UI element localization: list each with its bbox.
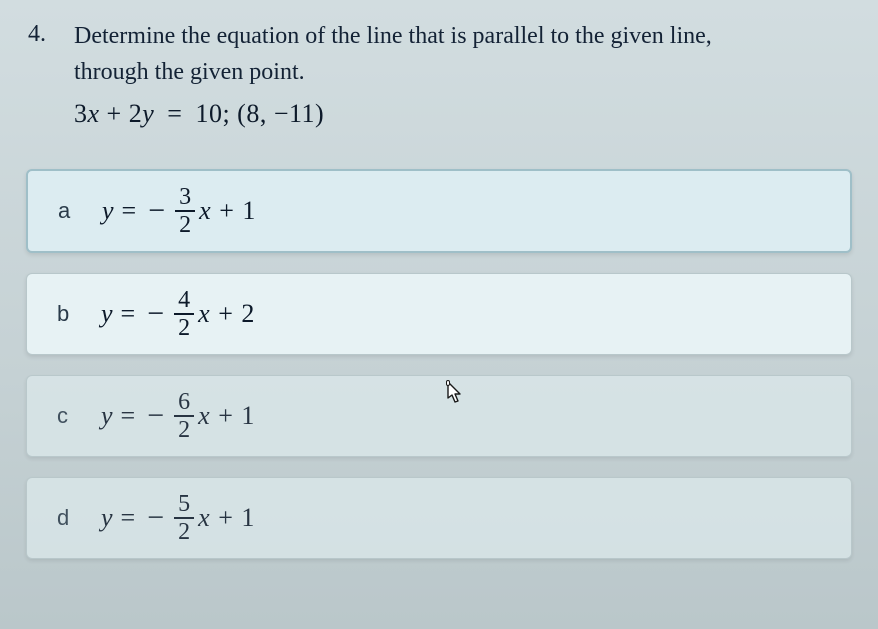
- option-letter: b: [57, 301, 75, 327]
- option-c[interactable]: c y=− 6 2 x + 1: [26, 375, 852, 457]
- given-equation: 3x + 2y = 10; (8, −11): [74, 94, 712, 133]
- option-equation: y=− 4 2 x + 2: [101, 288, 254, 340]
- fraction: 6 2: [174, 390, 194, 442]
- prompt-line-2: through the given point.: [74, 54, 712, 90]
- fraction: 5 2: [174, 492, 194, 544]
- question-text: Determine the equation of the line that …: [74, 18, 712, 133]
- option-letter: a: [58, 198, 76, 224]
- answer-options: a y=− 3 2 x + 1 b y=− 4 2 x + 2: [20, 169, 858, 559]
- math-question-page: 4. Determine the equation of the line th…: [0, 0, 878, 629]
- option-equation: y=− 5 2 x + 1: [101, 492, 254, 544]
- option-letter: d: [57, 505, 75, 531]
- fraction: 3 2: [175, 185, 195, 237]
- question-number: 4.: [28, 18, 46, 52]
- option-a[interactable]: a y=− 3 2 x + 1: [26, 169, 852, 253]
- option-d[interactable]: d y=− 5 2 x + 1: [26, 477, 852, 559]
- option-equation: y=− 3 2 x + 1: [102, 185, 255, 237]
- fraction: 4 2: [174, 288, 194, 340]
- prompt-line-1: Determine the equation of the line that …: [74, 18, 712, 54]
- option-equation: y=− 6 2 x + 1: [101, 390, 254, 442]
- option-letter: c: [57, 403, 75, 429]
- pointer-cursor-icon: [440, 380, 466, 410]
- question-header: 4. Determine the equation of the line th…: [20, 18, 858, 133]
- option-b[interactable]: b y=− 4 2 x + 2: [26, 273, 852, 355]
